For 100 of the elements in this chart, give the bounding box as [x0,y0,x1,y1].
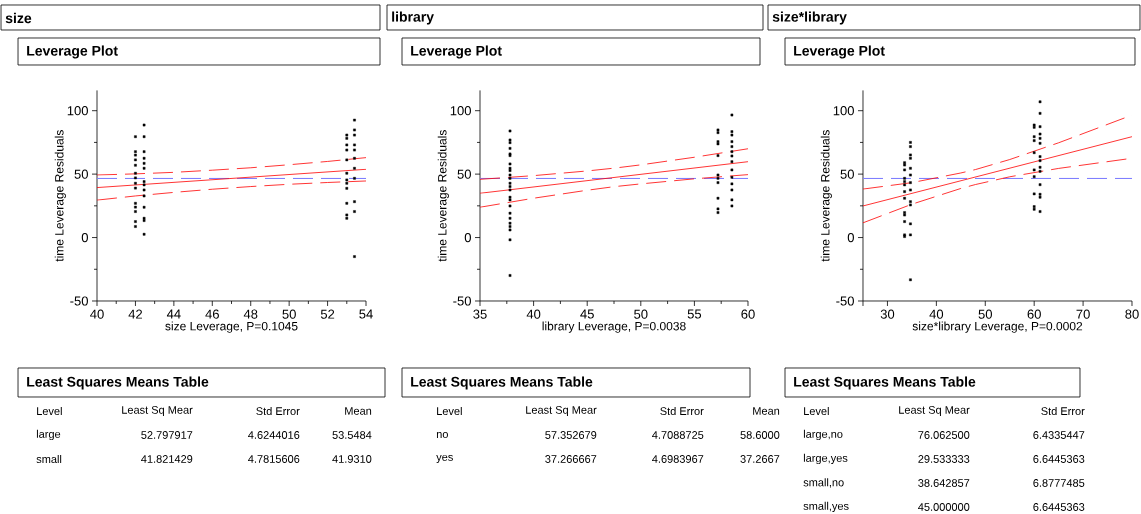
point [508,147,512,150]
x-axis-title: size*library Leverage, P=0.0002 [912,321,1083,333]
x-tick-label: 52 [320,309,335,319]
point [716,196,720,200]
y-tick-label: 100 [833,106,854,116]
text: 4.6983967 [652,455,704,463]
point [903,168,906,172]
text: large [36,429,61,441]
point [730,176,734,179]
x-tick-label: 50 [282,309,296,319]
point [353,156,356,160]
y-axis-title: time Leverage Residuals [437,130,449,262]
point [508,173,512,177]
text: 6.4335447 [1033,431,1085,439]
point [909,141,912,144]
point [142,135,146,138]
point [1038,112,1042,115]
point [903,190,906,193]
y-tick-label: 50 [840,169,854,179]
point [142,205,146,209]
point [1032,205,1036,208]
point [142,150,146,153]
text: 52.797917 [141,431,193,439]
point [134,202,137,205]
point [345,133,349,137]
point [142,162,146,165]
point [1038,193,1042,196]
point [716,140,720,143]
point [142,183,146,187]
point [142,166,146,170]
point [508,238,512,242]
point [730,133,734,137]
point [909,156,912,160]
point [716,181,720,184]
text: large,yes [803,453,848,465]
point [142,188,146,192]
point [142,180,146,183]
point [730,182,734,186]
point [353,118,356,122]
point [730,188,734,192]
point [142,232,146,236]
point [1032,192,1036,196]
point [345,143,349,147]
point [716,154,720,157]
point [730,150,734,153]
x-tick-label: 60 [741,309,755,319]
point [134,220,137,223]
point [353,148,356,152]
point [730,140,734,143]
text: 38.642857 [918,479,970,487]
point [134,158,137,162]
point [353,143,356,147]
point [909,200,912,203]
y-tick-label: -50 [836,296,854,306]
point [508,162,512,166]
x-tick-label: 80 [1125,309,1139,319]
point [142,194,146,198]
x-tick-label: 42 [128,309,143,319]
x-tick-label: 48 [243,309,258,319]
x-tick-label: 40 [526,309,541,319]
text: Std Error [1041,406,1085,416]
point [134,186,137,190]
point [903,220,906,223]
text: 37.2667 [740,455,780,463]
point [142,123,146,127]
point [1038,210,1042,213]
point [353,177,356,180]
x-tick-label: 40 [929,309,944,319]
point [134,181,137,185]
point [345,216,349,220]
point [909,188,912,192]
point [353,133,356,137]
point [909,153,912,157]
point [508,185,512,188]
text: Mean [345,407,372,415]
y-tick-label: 50 [74,169,88,179]
point [508,166,512,170]
point [134,135,137,138]
point [1032,151,1036,154]
chart-subtitle: Leverage Plot [794,45,885,59]
point [353,210,356,213]
point [508,141,512,144]
point [508,211,512,215]
text: Least Squares Means Table [794,376,976,390]
point [508,138,512,142]
x-tick-label: 30 [880,309,895,319]
chart-title: library [392,11,434,25]
text: 4.7088725 [652,431,704,439]
point [1038,195,1042,199]
text: no [436,431,448,438]
x-tick-label: 46 [205,309,219,319]
point [1038,183,1042,186]
point [716,128,720,132]
point [508,216,512,220]
point [730,145,734,148]
point [1038,100,1042,104]
text: small [36,454,62,464]
chart-subtitle: Leverage Plot [27,45,118,59]
point [1032,126,1036,129]
point [730,204,734,208]
